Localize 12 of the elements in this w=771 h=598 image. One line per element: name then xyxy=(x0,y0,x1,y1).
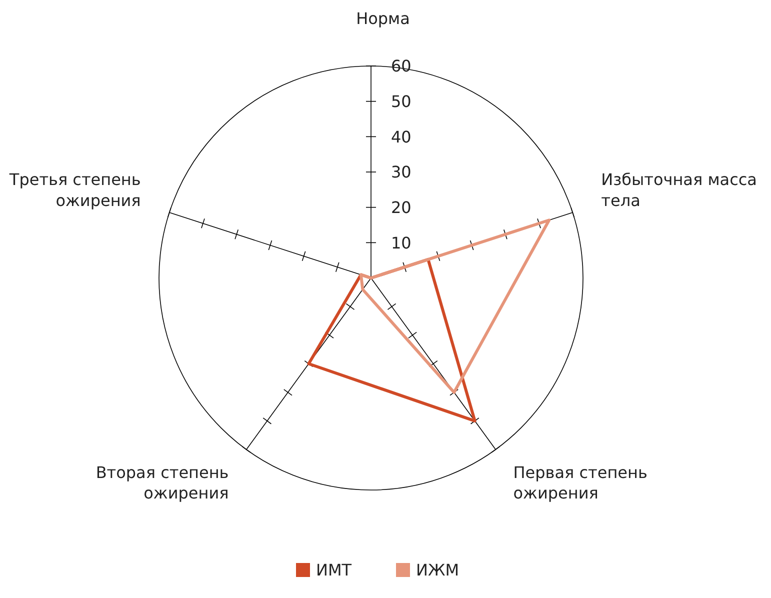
y-tick-label: 10 xyxy=(391,233,412,252)
spoke-label: Избыточная масса тела xyxy=(601,170,757,210)
spoke-label: Вторая степень ожирения xyxy=(96,462,229,503)
y-tick-label: 20 xyxy=(391,198,412,217)
spoke-label: Норма xyxy=(356,8,410,28)
spoke-label: Третья степень ожирения xyxy=(8,170,141,210)
legend-label: ИЖМ xyxy=(416,560,460,580)
y-tick-label: 40 xyxy=(391,127,412,146)
y-tick-label: 30 xyxy=(391,162,412,182)
y-tick-label: 50 xyxy=(391,92,412,111)
spoke-label: Первая степень ожирения xyxy=(513,462,648,503)
legend-label: ИМТ xyxy=(316,560,352,580)
